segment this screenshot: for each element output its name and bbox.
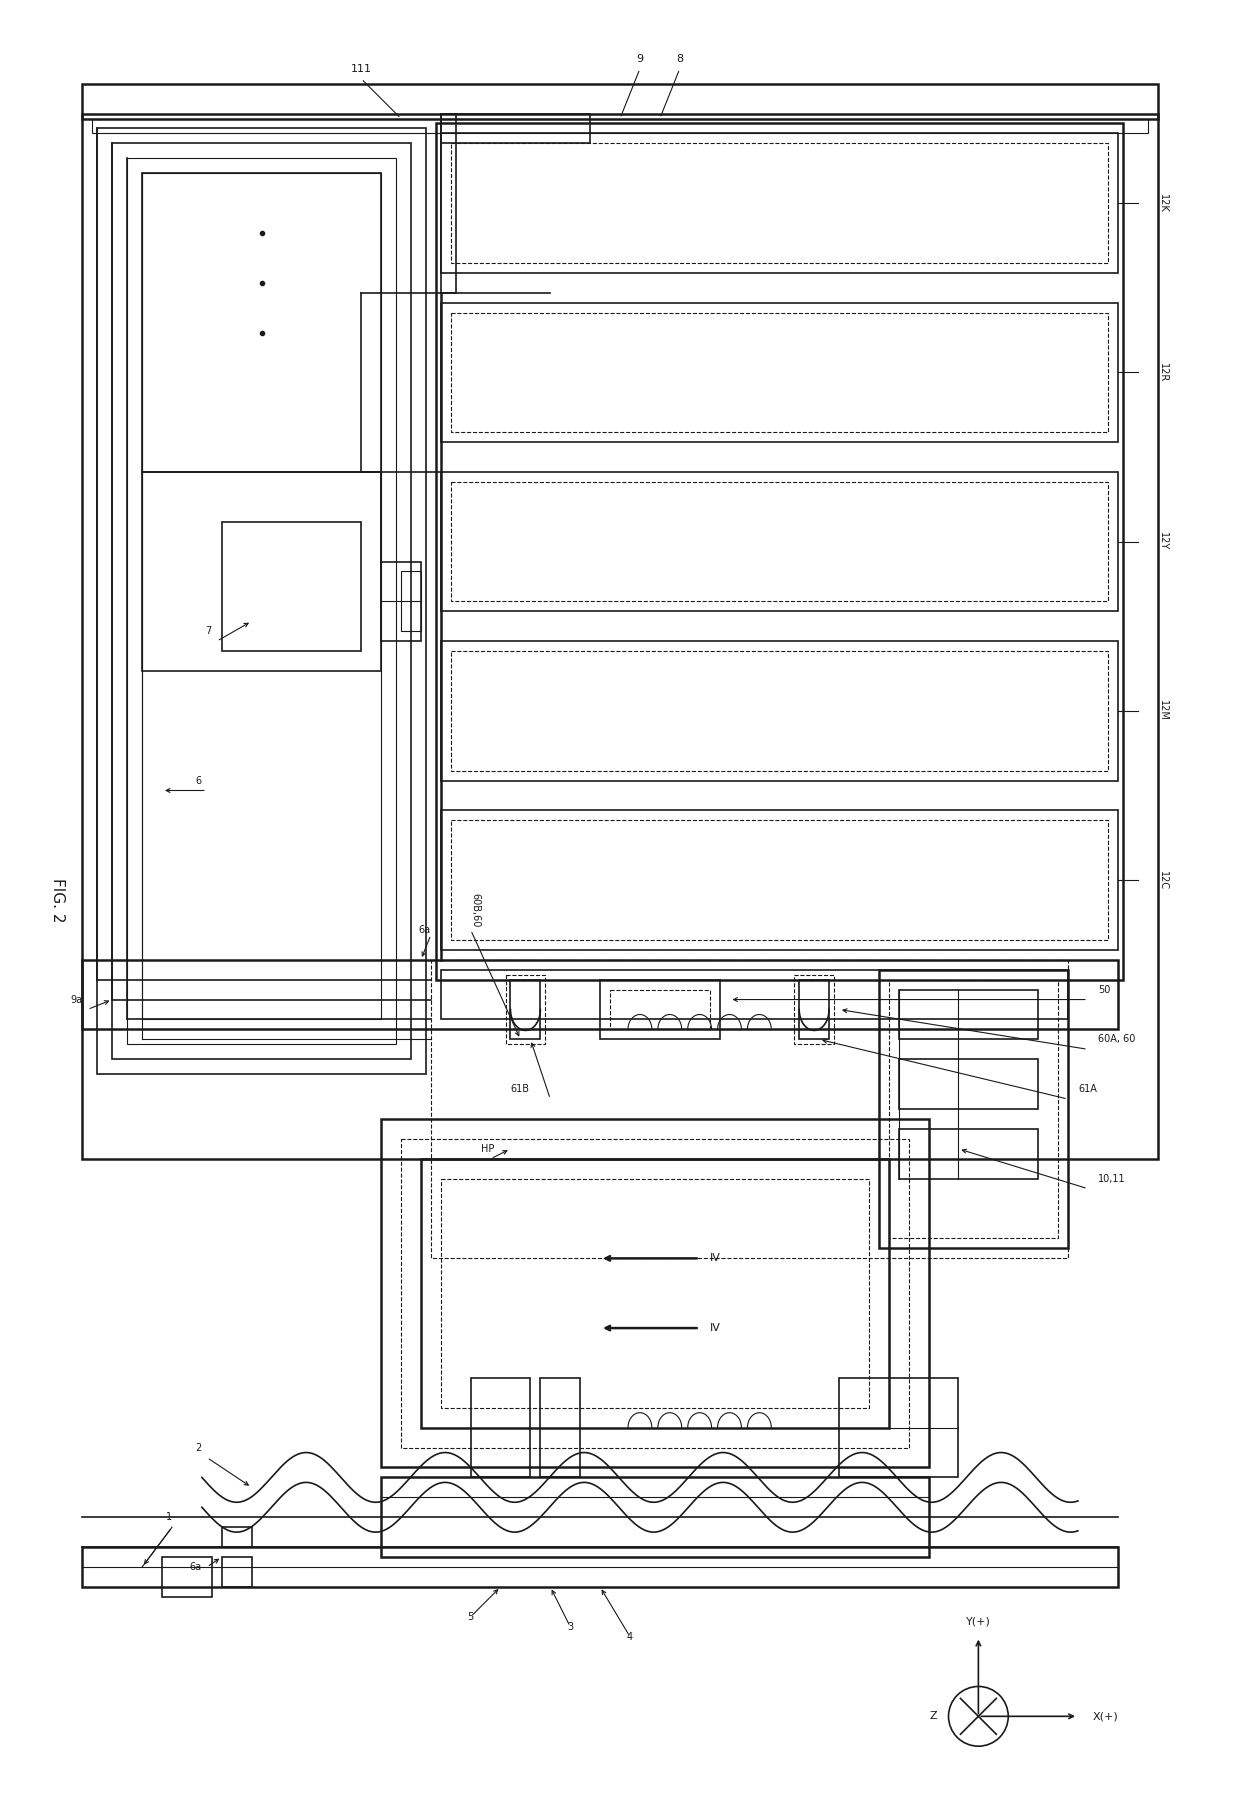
Bar <box>128 158 396 1044</box>
Bar <box>92 119 1148 133</box>
Bar <box>879 970 1068 1249</box>
Bar <box>381 562 420 641</box>
Bar <box>143 173 381 472</box>
Text: X(+): X(+) <box>1092 1712 1118 1721</box>
Bar <box>899 1129 1038 1179</box>
Text: 60A, 60: 60A, 60 <box>1097 1035 1136 1044</box>
Bar <box>113 144 410 1058</box>
Text: 61B: 61B <box>511 1084 529 1094</box>
Text: 6: 6 <box>196 776 202 785</box>
Bar <box>440 970 1068 1019</box>
Bar <box>222 1557 252 1588</box>
Text: IV: IV <box>709 1323 720 1334</box>
Bar <box>451 652 1107 770</box>
Bar <box>889 979 1058 1238</box>
Bar <box>420 1159 889 1427</box>
Bar <box>435 124 1122 979</box>
Text: 12M: 12M <box>1158 700 1168 722</box>
Bar <box>440 113 590 144</box>
Bar <box>440 641 1117 781</box>
Bar <box>899 1058 1038 1109</box>
Bar <box>222 522 361 652</box>
Text: 61A: 61A <box>1078 1084 1097 1094</box>
Bar <box>541 1377 580 1478</box>
Bar <box>82 83 1158 119</box>
Bar <box>401 571 420 632</box>
Text: IV: IV <box>709 1253 720 1264</box>
Bar <box>610 990 709 1030</box>
Text: 4: 4 <box>627 1631 632 1642</box>
Bar <box>222 1526 252 1546</box>
Text: 12Y: 12Y <box>1158 533 1168 551</box>
Text: 3: 3 <box>567 1622 573 1633</box>
Text: 8: 8 <box>676 54 683 63</box>
Bar <box>440 810 1117 950</box>
Bar <box>800 979 830 1039</box>
Text: 10,11: 10,11 <box>1097 1174 1126 1184</box>
Bar <box>430 959 1068 1258</box>
Text: 111: 111 <box>351 63 372 74</box>
Text: 60B,60: 60B,60 <box>471 893 481 927</box>
Text: HP: HP <box>481 1143 494 1154</box>
Bar <box>440 1179 869 1408</box>
Bar <box>471 1377 531 1478</box>
Bar <box>440 302 1117 443</box>
Text: 6a: 6a <box>419 925 430 934</box>
Bar <box>451 313 1107 432</box>
Text: 50: 50 <box>1097 985 1110 995</box>
Text: 9a: 9a <box>71 995 82 1004</box>
Bar <box>143 472 381 671</box>
Bar <box>506 974 546 1044</box>
Bar <box>82 113 1158 1159</box>
Text: 5: 5 <box>467 1611 474 1622</box>
Bar <box>600 979 719 1039</box>
Bar <box>82 1546 1117 1588</box>
Bar <box>899 990 1038 1039</box>
Text: 12K: 12K <box>1158 194 1168 212</box>
Bar <box>401 1139 909 1447</box>
Bar <box>143 173 381 1019</box>
Bar <box>381 1478 929 1557</box>
Bar <box>381 1120 929 1467</box>
Bar <box>162 1557 212 1597</box>
Bar <box>82 959 1117 1030</box>
Text: 1: 1 <box>166 1512 172 1523</box>
Text: 7: 7 <box>206 626 212 635</box>
Text: FIG. 2: FIG. 2 <box>50 878 64 922</box>
Bar <box>440 472 1117 612</box>
Bar <box>98 128 425 1075</box>
Text: 12R: 12R <box>1158 364 1168 382</box>
Bar <box>839 1377 959 1478</box>
Text: 9: 9 <box>636 54 644 63</box>
Bar <box>794 974 835 1044</box>
Text: Z: Z <box>930 1712 937 1721</box>
Text: 12C: 12C <box>1158 871 1168 889</box>
Text: 6a: 6a <box>190 1562 202 1571</box>
Text: Y(+): Y(+) <box>966 1616 991 1627</box>
Bar <box>440 133 1117 274</box>
Bar <box>451 144 1107 263</box>
Bar <box>511 979 541 1039</box>
Bar <box>451 482 1107 601</box>
Bar <box>440 113 456 293</box>
Bar <box>451 821 1107 940</box>
Text: 2: 2 <box>196 1442 202 1453</box>
